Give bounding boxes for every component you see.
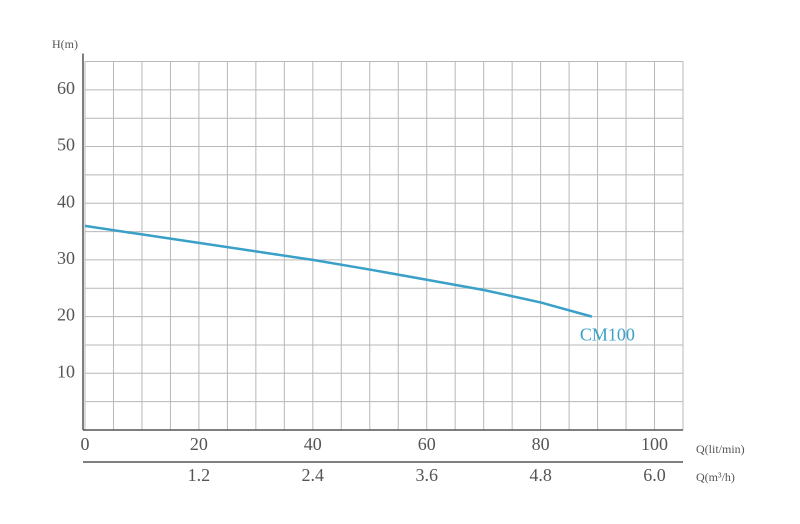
y-tick-label: 10 — [57, 361, 75, 381]
y-tick-label: 50 — [57, 135, 75, 155]
y-tick-label: 20 — [57, 305, 75, 325]
x-tick-label: 80 — [532, 434, 550, 454]
x2-tick-label: 4.8 — [529, 465, 552, 485]
x2-axis-label: Q(m³/h) — [696, 470, 735, 484]
x-tick-label: 20 — [190, 434, 208, 454]
x2-tick-label: 1.2 — [188, 465, 211, 485]
x2-tick-label: 3.6 — [415, 465, 438, 485]
x2-tick-label: 2.4 — [302, 465, 325, 485]
x2-tick-label: 6.0 — [643, 465, 666, 485]
series-label: CM100 — [580, 325, 635, 345]
x-tick-label: 0 — [81, 434, 90, 454]
y-axis-label: H(m) — [52, 37, 78, 51]
y-tick-label: 40 — [57, 191, 75, 211]
x-tick-label: 100 — [641, 434, 668, 454]
series-line — [84, 224, 593, 318]
x-tick-label: 60 — [418, 434, 436, 454]
x-axis-label: Q(lit/min) — [696, 442, 745, 456]
y-tick-label: 30 — [57, 248, 75, 268]
y-tick-label: 60 — [57, 78, 75, 98]
x-tick-label: 40 — [304, 434, 322, 454]
